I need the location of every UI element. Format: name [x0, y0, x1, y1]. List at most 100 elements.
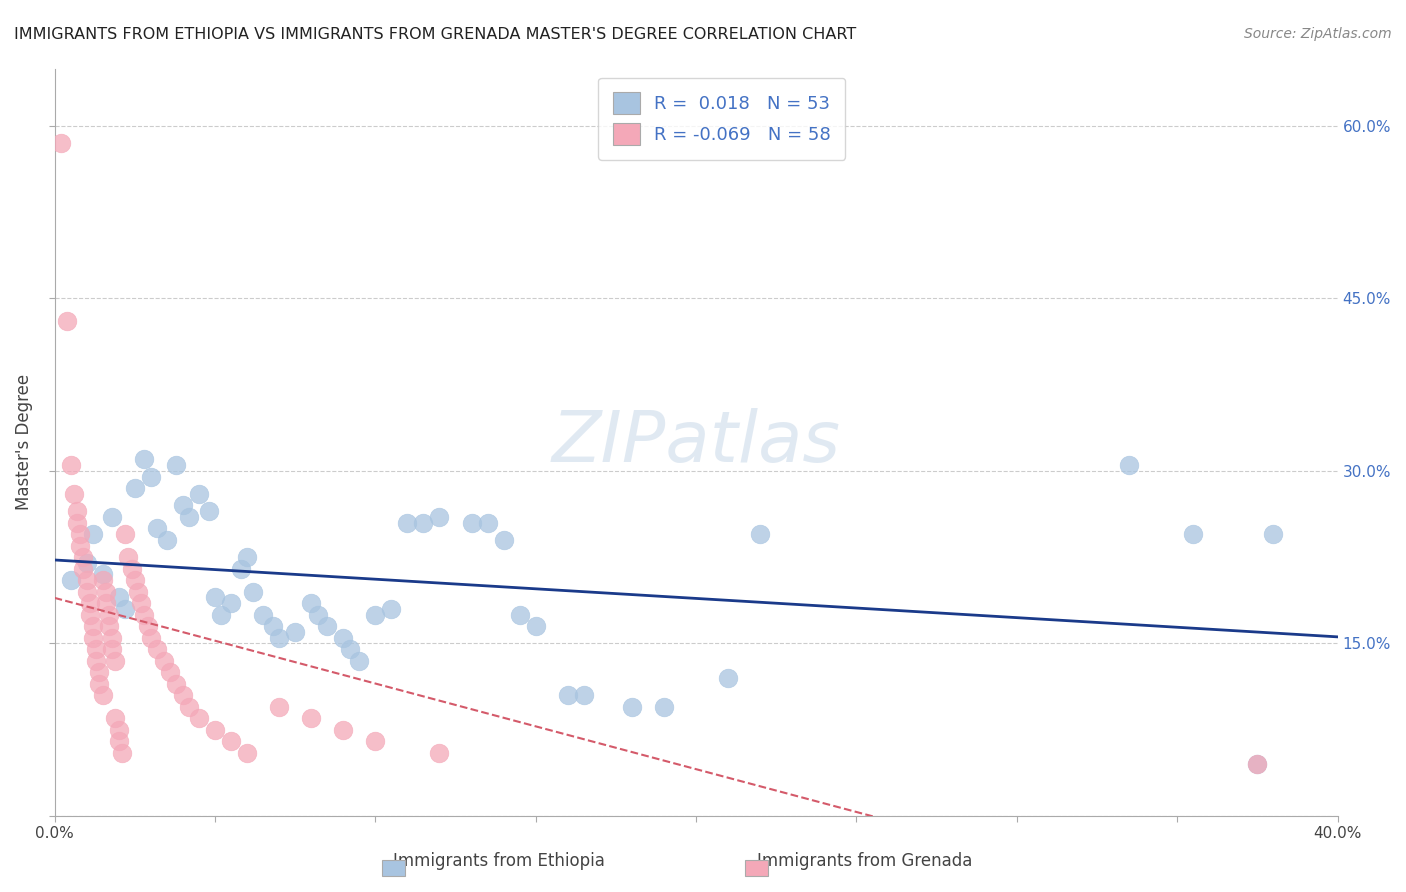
Point [152, 654, 174, 668]
Point [477, 516, 499, 530]
Point [69, 539, 91, 553]
Point [76, 573, 98, 587]
Point [79, 596, 101, 610]
Point [284, 624, 307, 639]
Point [209, 607, 232, 622]
Point [236, 550, 259, 565]
Point [429, 746, 451, 760]
Point [242, 584, 264, 599]
Point [717, 671, 740, 685]
Point [332, 723, 354, 737]
Point [204, 723, 226, 737]
Text: Immigrants from Grenada: Immigrants from Grenada [756, 852, 973, 870]
Point [172, 499, 194, 513]
Point [146, 521, 169, 535]
Point [124, 481, 146, 495]
Point [134, 452, 156, 467]
Point [66, 504, 89, 518]
Point [1246, 757, 1268, 772]
Point [396, 516, 419, 530]
Point [165, 676, 187, 690]
Point [82, 619, 104, 633]
Point [492, 533, 515, 547]
Point [267, 699, 290, 714]
Point [652, 699, 675, 714]
Point [98, 607, 121, 622]
Point [104, 654, 127, 668]
Point [1182, 527, 1205, 541]
Point [262, 619, 284, 633]
Point [94, 584, 117, 599]
Point [299, 596, 322, 610]
Point [101, 642, 124, 657]
Point [299, 711, 322, 725]
Point [139, 631, 162, 645]
Point [79, 607, 101, 622]
Point [267, 631, 290, 645]
Point [121, 562, 143, 576]
Point [156, 533, 179, 547]
Point [107, 591, 129, 605]
Point [72, 550, 94, 565]
Point [134, 607, 156, 622]
Point [187, 711, 209, 725]
Point [572, 688, 595, 702]
Point [524, 619, 547, 633]
Point [117, 550, 139, 565]
Point [104, 711, 127, 725]
Point [69, 527, 91, 541]
Point [364, 607, 387, 622]
Point [56, 314, 79, 328]
Point [204, 591, 226, 605]
Point [82, 631, 104, 645]
Text: ZIPatlas: ZIPatlas [551, 408, 841, 476]
Point [429, 510, 451, 524]
Point [307, 607, 329, 622]
Point [509, 607, 531, 622]
Point [76, 556, 98, 570]
Point [89, 676, 111, 690]
Point [107, 723, 129, 737]
Point [127, 584, 149, 599]
Point [179, 510, 201, 524]
Point [101, 510, 124, 524]
Point [172, 688, 194, 702]
Point [412, 516, 434, 530]
Point [91, 567, 114, 582]
Point [1263, 527, 1285, 541]
Point [62, 487, 84, 501]
Point [252, 607, 274, 622]
Point [114, 602, 136, 616]
Point [98, 619, 121, 633]
Point [349, 654, 371, 668]
Point [111, 746, 134, 760]
Point [219, 734, 242, 748]
Point [460, 516, 482, 530]
Point [66, 516, 89, 530]
Text: Source: ZipAtlas.com: Source: ZipAtlas.com [1244, 27, 1392, 41]
Point [1246, 757, 1268, 772]
Point [620, 699, 643, 714]
Point [557, 688, 579, 702]
Point [59, 458, 82, 473]
Point [364, 734, 387, 748]
Y-axis label: Master's Degree: Master's Degree [15, 374, 32, 510]
Point [146, 642, 169, 657]
Point [380, 602, 402, 616]
Point [165, 458, 187, 473]
Point [94, 596, 117, 610]
Point [129, 596, 152, 610]
Point [159, 665, 181, 680]
Point [124, 573, 146, 587]
Point [84, 642, 107, 657]
Point [136, 619, 159, 633]
Point [84, 654, 107, 668]
Point [76, 584, 98, 599]
Point [236, 746, 259, 760]
Point [139, 469, 162, 483]
Point [82, 527, 104, 541]
Point [187, 487, 209, 501]
Point [91, 573, 114, 587]
Point [179, 699, 201, 714]
Text: IMMIGRANTS FROM ETHIOPIA VS IMMIGRANTS FROM GRENADA MASTER'S DEGREE CORRELATION : IMMIGRANTS FROM ETHIOPIA VS IMMIGRANTS F… [14, 27, 856, 42]
